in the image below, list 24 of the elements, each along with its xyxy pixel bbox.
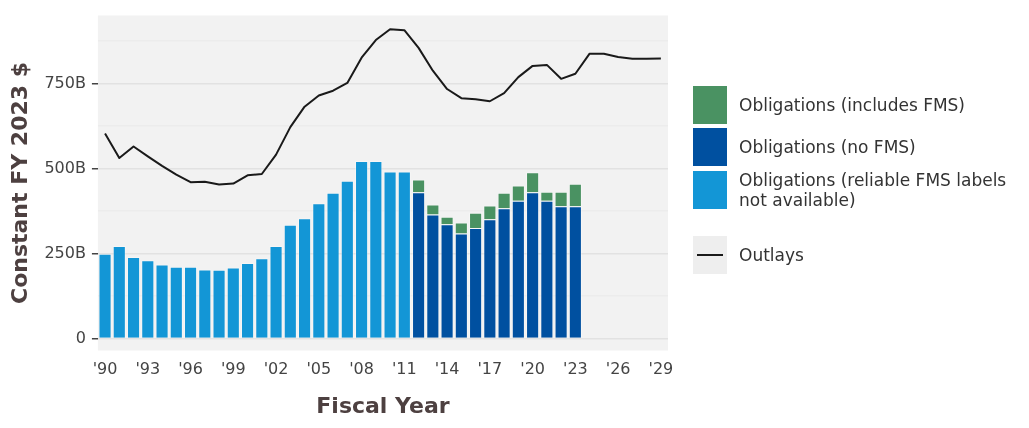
x-tick-label: '11	[391, 359, 417, 379]
x-tick-label: '02	[263, 359, 289, 379]
x-tick-label: '23	[562, 359, 588, 379]
y-tick-label: 250B	[44, 242, 86, 262]
x-axis-title: Fiscal Year	[316, 392, 450, 418]
x-tick-label: '90	[92, 359, 118, 379]
x-tick-label: '20	[520, 359, 545, 379]
y-tick-label: 750B	[44, 72, 86, 92]
x-tick-label: '99	[220, 359, 246, 379]
x-tick-label: '05	[306, 359, 332, 379]
legend-label: Outlays	[739, 245, 804, 265]
y-tick-label: 500B	[44, 157, 86, 177]
legend-label: Obligations (no FMS)	[739, 137, 916, 157]
x-tick-label: '29	[648, 359, 674, 379]
x-tick-label: '17	[477, 359, 503, 379]
x-tick-label: '96	[178, 359, 203, 379]
legend-label: Obligations (reliable FMS labels not available)	[739, 170, 1008, 210]
y-axis-title: Constant FY 2023 $	[6, 61, 32, 305]
legend-label: Obligations (includes FMS)	[739, 95, 966, 115]
x-tick-label: '14	[434, 359, 460, 379]
y-tick-label: 0	[75, 327, 86, 347]
x-tick-label: '93	[135, 359, 161, 379]
x-tick-label: '08	[349, 359, 374, 379]
x-tick-label: '26	[605, 359, 631, 379]
